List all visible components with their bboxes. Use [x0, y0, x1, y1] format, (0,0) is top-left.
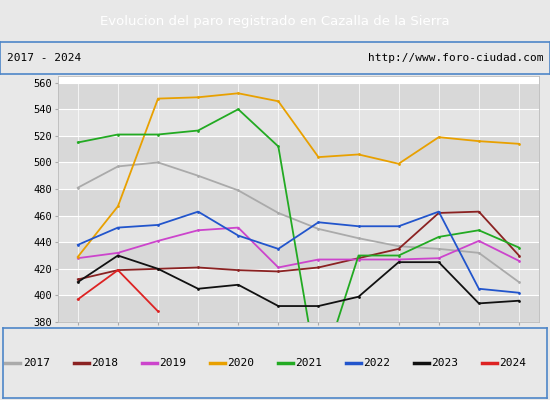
- Text: 2023: 2023: [432, 358, 459, 368]
- Text: 2019: 2019: [160, 358, 186, 368]
- Bar: [58, 216, 539, 242]
- Text: 2017: 2017: [23, 358, 50, 368]
- Bar: [58, 136, 539, 162]
- Bar: [58, 242, 539, 269]
- Bar: [58, 109, 539, 136]
- Bar: [58, 83, 539, 109]
- Bar: [58, 189, 539, 216]
- Text: 2020: 2020: [227, 358, 254, 368]
- Text: 2021: 2021: [295, 358, 322, 368]
- Text: 2024: 2024: [499, 358, 526, 368]
- Bar: [58, 296, 539, 322]
- Bar: [58, 162, 539, 189]
- Bar: [58, 269, 539, 296]
- Text: 2017 - 2024: 2017 - 2024: [7, 53, 81, 63]
- Text: 2022: 2022: [364, 358, 390, 368]
- Text: Evolucion del paro registrado en Cazalla de la Sierra: Evolucion del paro registrado en Cazalla…: [100, 14, 450, 28]
- Text: 2018: 2018: [91, 358, 118, 368]
- Text: http://www.foro-ciudad.com: http://www.foro-ciudad.com: [368, 53, 543, 63]
